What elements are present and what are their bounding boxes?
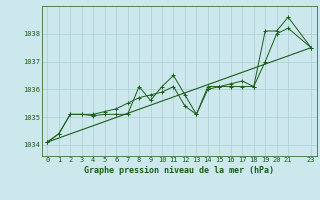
X-axis label: Graphe pression niveau de la mer (hPa): Graphe pression niveau de la mer (hPa) <box>84 166 274 175</box>
